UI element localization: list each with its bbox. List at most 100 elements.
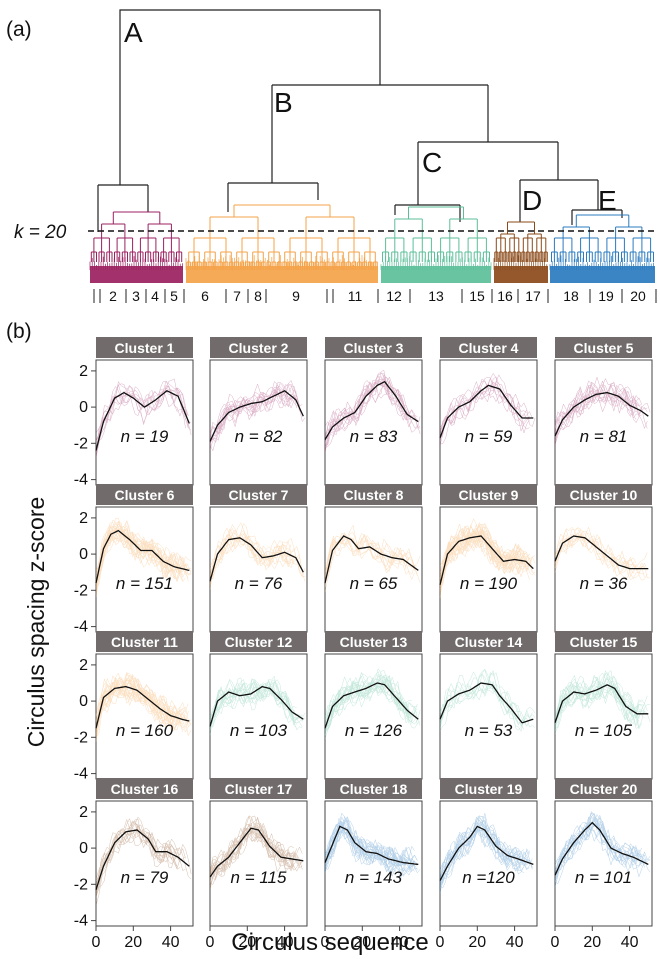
mean-curve [324,682,419,729]
trace-line [209,686,306,727]
cluster-title: Cluster 1 [115,340,175,356]
trace-line [324,524,421,592]
trace-line [95,378,189,449]
panel-a-label: (a) [6,18,32,41]
dendro-cluster-number: 19 [598,288,614,304]
panel-b-label: (b) [6,320,32,343]
trace-line [209,679,300,730]
trace-line [554,814,645,882]
trace-line [324,816,421,874]
trace-line [209,822,295,877]
trace-line [554,528,637,569]
trace-line [439,529,530,590]
x-tick-label: 40 [391,934,409,951]
trace-line [209,828,297,878]
trace-line [554,530,648,581]
trace-line [95,678,189,728]
mean-curve [95,829,190,890]
mean-curve [439,682,534,724]
cluster-title: Cluster 16 [111,781,179,797]
trace-line [324,374,407,449]
trace-line [209,815,303,876]
trace-line [95,527,189,583]
mean-curve [95,390,190,451]
trace-line [209,383,295,436]
trace-line [209,818,303,888]
trace-line [554,821,637,885]
plot-frame [209,653,308,780]
trace-line [95,520,183,581]
x-tick-label: 40 [276,934,294,951]
trace-line [554,680,642,730]
trace-line [324,673,412,720]
trace-line [439,527,536,588]
trace-line [554,381,648,446]
x-tick-label: 0 [92,934,101,951]
x-tick-label: 0 [436,934,445,951]
dendro-leaf-band [381,266,491,283]
n-label: n = 190 [460,574,518,593]
trace-line [439,528,522,574]
trace-line [439,372,527,439]
mean-curve [324,825,419,866]
trace-line [209,389,300,444]
trace-line [324,677,418,731]
dendro-subtree-blue [549,214,655,283]
x-tick-label: 20 [583,934,601,951]
y-tick-label: -4 [74,472,88,489]
cluster-title: Cluster 4 [459,340,519,356]
trace-line [324,676,418,732]
x-tick-label: 20 [124,934,142,951]
dendrogram-tree [97,9,623,232]
cluster-title: Cluster 12 [225,634,293,650]
y-tick-label: 0 [79,399,88,416]
mean-curve [95,685,190,729]
cluster-header [555,484,652,505]
trace-line [209,382,297,444]
trace-line [95,679,178,735]
trace-line [95,526,189,587]
dendro-node-de [519,179,599,222]
cluster-panel: Cluster 3 n = 83 [324,337,423,486]
trace-line [95,387,192,442]
trace-line [554,817,651,876]
trace-line [95,672,186,742]
trace-line [209,381,292,437]
cluster-panel: Cluster 6 n = 151 2 0 -2 -4 [74,484,194,636]
trace-line [439,525,533,595]
trace-line [324,372,412,450]
dendro-cluster-number: 16 [497,288,513,304]
trace-line [209,679,295,736]
mean-curve [554,821,649,876]
trace-line [324,816,418,872]
n-label: n =120 [462,868,515,887]
trace-line [439,526,525,586]
dendro-node-magenta-root [97,184,149,232]
cluster-title: Cluster 9 [459,487,519,503]
trace-line [324,677,412,728]
trace-line [324,532,415,582]
cluster-header [440,484,537,505]
n-label: n = 36 [580,574,628,593]
cluster-panel: Cluster 13 n = 126 [324,631,423,780]
x-axis-title: Circulus sequence [231,929,428,956]
trace-line [209,678,295,723]
y-tick-label: -4 [74,619,88,636]
n-label: n = 143 [345,868,403,887]
cluster-panel: Cluster 15 n = 105 [554,631,653,780]
trace-line [209,379,300,433]
trace-line [439,827,533,889]
trace-line [439,526,525,586]
y-tick-label: -2 [74,582,88,599]
dendro-cluster-number: 15 [469,288,485,304]
trace-line [324,823,412,867]
trace-line [324,820,415,876]
n-label: n = 83 [350,427,398,446]
trace-line [439,821,533,881]
trace-line [95,380,189,457]
trace-line [209,527,303,587]
n-label: n = 65 [350,574,398,593]
dendro-cluster-number: 7 [233,288,241,304]
trace-line [95,679,183,728]
trace-line [439,672,527,727]
